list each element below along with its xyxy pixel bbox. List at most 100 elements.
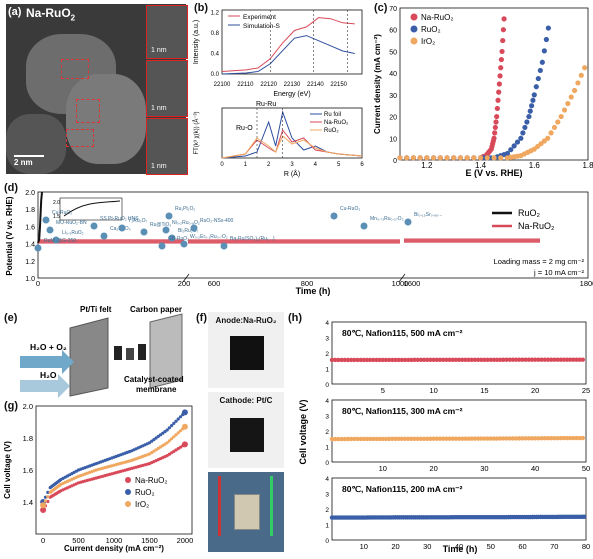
data-point: [450, 357, 455, 363]
data-point: [409, 357, 414, 363]
d-inset: [59, 197, 123, 221]
data-point: [501, 436, 506, 441]
data-point: [482, 436, 487, 441]
data-point: [402, 436, 408, 442]
y-tick-label: 20: [389, 115, 397, 122]
x-tick-label: 22110: [237, 82, 254, 88]
na-ruo2-band: [404, 238, 540, 243]
data-point: [421, 436, 427, 441]
x-tick-label: 22100: [214, 82, 231, 88]
ref-label: Cu-RuO₂: [340, 206, 360, 212]
x-tick-label: 25: [582, 386, 590, 395]
data-point: [494, 436, 500, 441]
data-point: [555, 357, 560, 362]
data-point: [399, 357, 405, 363]
data-point: [536, 436, 541, 441]
h-frame: [331, 477, 587, 541]
ref-point: [162, 226, 170, 234]
data-point: [526, 113, 532, 120]
y-tick-label: 2.0: [23, 402, 33, 411]
data-point: [548, 357, 554, 362]
data-point: [170, 437, 174, 441]
data-point: [409, 436, 414, 442]
data-point: [176, 417, 180, 421]
x-tick-label: 1000: [106, 536, 123, 545]
data-point: [498, 65, 504, 71]
data-point: [494, 357, 500, 362]
g-xlabel: Current density (mA cm⁻²): [64, 544, 164, 553]
cathode-photo: Cathode: Pt/C: [208, 392, 284, 468]
anode-photo: Anode:Na-RuO₂: [208, 312, 284, 388]
y-tick-label: 1: [325, 367, 329, 374]
data-point: [466, 357, 471, 363]
data-point: [482, 357, 487, 363]
data-point: [504, 357, 509, 362]
x-tick-label: 10: [379, 464, 387, 473]
data-point: [167, 439, 171, 443]
data-point: [437, 357, 443, 363]
x-tick-label: 1000: [392, 279, 409, 288]
data-point: [339, 357, 344, 363]
ref-point: [165, 212, 173, 220]
data-point: [355, 436, 360, 442]
x-tick-label: 22120: [260, 82, 277, 88]
x-tick-label: 600: [208, 279, 221, 288]
x-tick-label: 200: [178, 279, 191, 288]
data-point: [494, 113, 500, 120]
data-point: [561, 357, 566, 362]
data-point: [568, 94, 574, 100]
data-point: [329, 436, 335, 442]
legend-ruo2: RuO₂: [518, 208, 541, 218]
data-point: [498, 155, 504, 161]
data-point: [386, 357, 392, 363]
data-point: [494, 105, 500, 112]
data-point: [450, 436, 455, 441]
data-point: [352, 436, 357, 442]
axis-break: [182, 273, 190, 283]
x-tick-label: 15: [480, 386, 488, 395]
data-point: [418, 436, 424, 441]
data-point: [539, 436, 544, 441]
data-point: [444, 357, 449, 363]
data-point: [447, 436, 452, 441]
data-point: [152, 438, 156, 442]
label-ptti: Pt/Ti felt: [80, 305, 112, 314]
legend-dot-ruo2: [410, 25, 418, 33]
data-point: [545, 135, 551, 141]
x-tick-label: 50: [487, 542, 495, 551]
data-point: [582, 65, 588, 71]
data-point: [477, 155, 484, 161]
h-frame: [331, 399, 587, 463]
data-point: [377, 357, 382, 363]
data-point: [367, 436, 373, 442]
ref-label: Bi₂Ru₂O₇: [178, 228, 199, 234]
data-point: [496, 89, 502, 95]
data-point: [561, 107, 568, 113]
x-tick-label: 1.2: [421, 161, 433, 170]
hrtem-inset-3: 1 nm: [146, 118, 188, 175]
data-point: [491, 135, 497, 141]
panel-label: (e): [4, 312, 18, 324]
ref-point: [180, 240, 188, 248]
h-frame: [331, 321, 587, 385]
x-tick-label: 22130: [284, 82, 301, 88]
data-point: [161, 431, 165, 435]
ruo2-line: [37, 191, 43, 244]
data-point: [567, 435, 573, 441]
data-point: [545, 357, 551, 362]
label-ccm-1: Catalyst-coated: [124, 375, 184, 384]
data-point: [464, 155, 470, 161]
data-point: [581, 514, 587, 519]
roi-box: [66, 129, 94, 147]
label-h2o-o2: H₂O + O₂: [30, 342, 67, 352]
ref-label: Ru@TiO₂: [150, 222, 171, 228]
inset-tick: 2.0: [53, 200, 60, 206]
x-tick-label: 1.6: [529, 161, 541, 170]
data-point: [508, 147, 514, 153]
data-point: [533, 357, 538, 362]
data-point: [380, 436, 385, 442]
panel-label: (c): [374, 2, 388, 14]
data-point: [564, 357, 570, 362]
y-tick-label: 0.0: [211, 72, 220, 78]
data-point: [510, 357, 516, 362]
